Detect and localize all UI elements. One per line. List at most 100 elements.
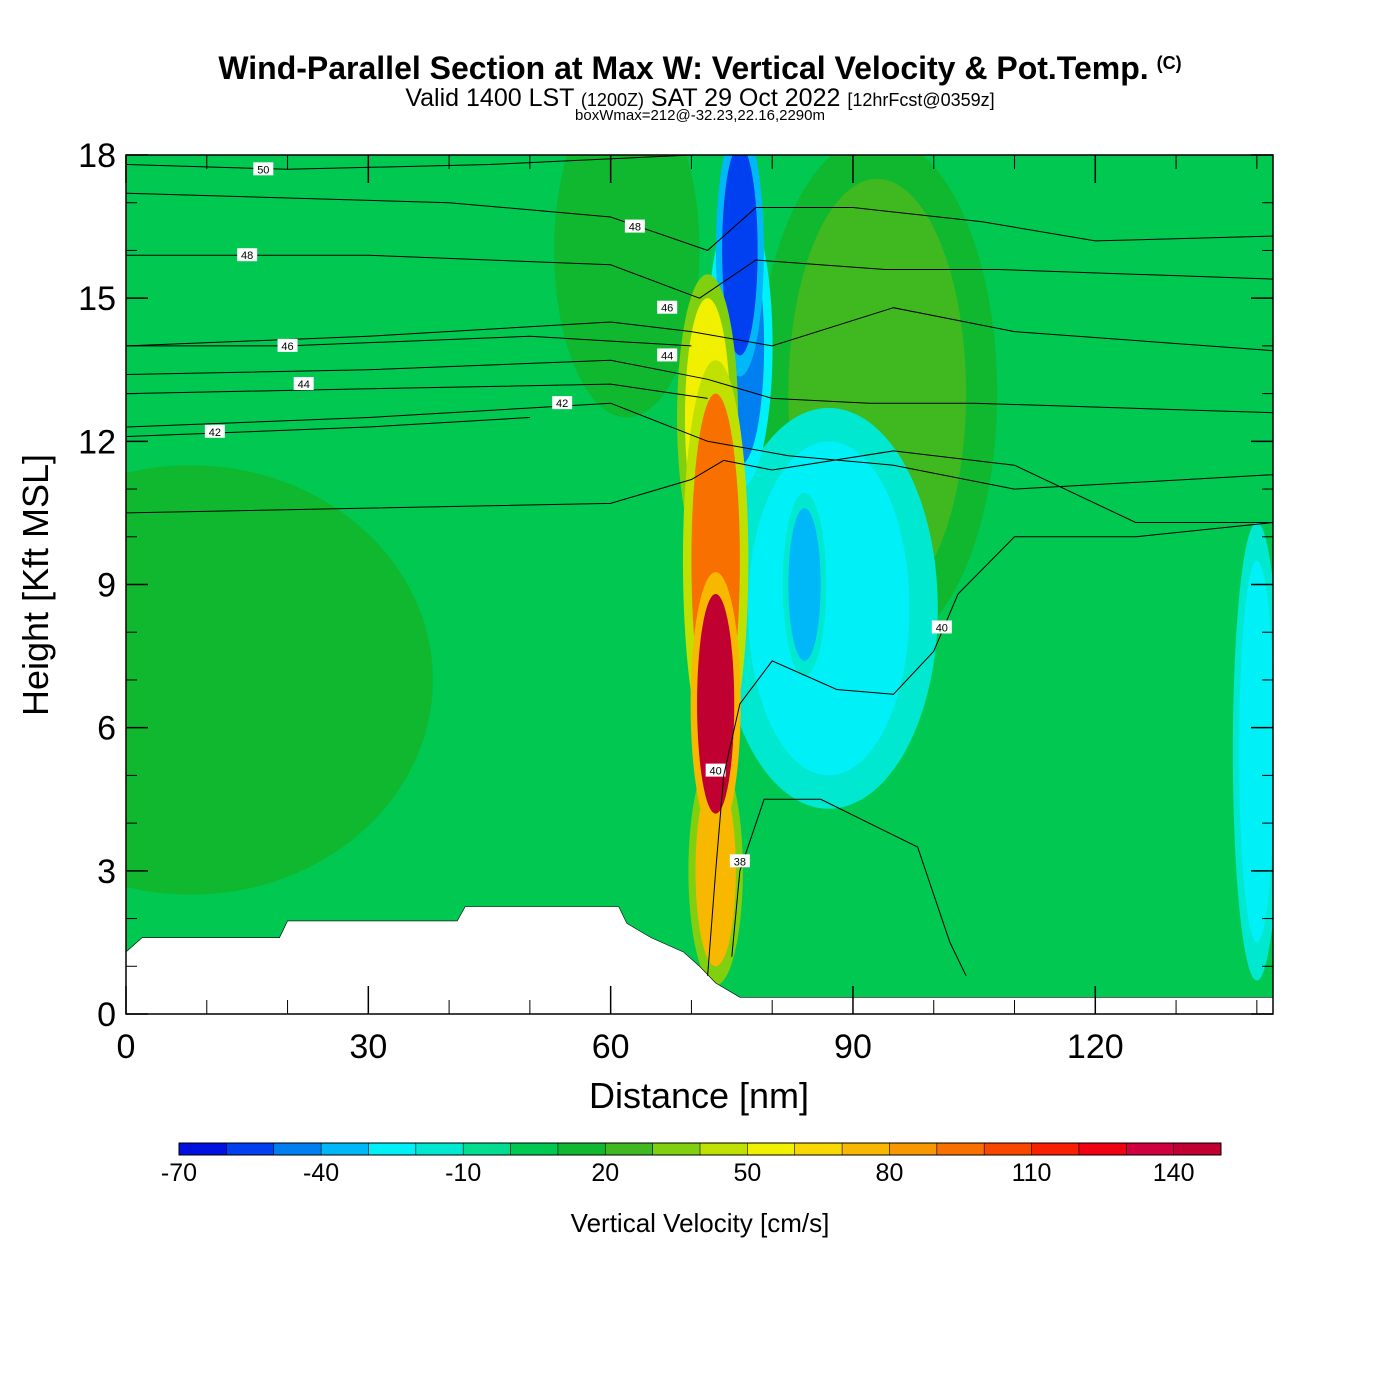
vertical-velocity-field bbox=[126, 155, 1273, 1014]
isentrope-label-text: 50 bbox=[257, 164, 269, 176]
isentrope-label-40-10: 40 bbox=[931, 620, 952, 634]
colorbar-tick-label: 140 bbox=[1153, 1159, 1195, 1187]
valid-utc: (1200Z) bbox=[580, 90, 644, 110]
isentrope-label-bg bbox=[253, 162, 274, 176]
x-axis-title: Distance [nm] bbox=[589, 1075, 809, 1116]
colorbar-tick-label: -70 bbox=[161, 1159, 197, 1187]
potential-temperature-contours: 50 48 48 46 46 44 44 42 42 40 40 38 bbox=[126, 155, 1273, 977]
isentrope-label-text: 38 bbox=[734, 856, 746, 868]
colorbar: -70 -40 -10 20 50 80 110 140 bbox=[161, 1142, 1222, 1187]
y-tick-label: 15 bbox=[78, 280, 116, 318]
isentrope-label-bg bbox=[204, 424, 225, 438]
y-tick-label: 9 bbox=[97, 567, 116, 605]
velocity-feature-downdraft_upper bbox=[722, 155, 758, 356]
box-wmax-info: boxWmax=212@-32.23,22.16,2290m bbox=[575, 107, 825, 124]
isentrope-label-bg bbox=[705, 763, 726, 777]
isentrope-label-bg bbox=[237, 248, 258, 262]
isentrope-label-text: 46 bbox=[281, 341, 293, 353]
isentrope-40-9 bbox=[126, 450, 1273, 523]
colorbar-title: Vertical Velocity [cm/s] bbox=[571, 1208, 830, 1238]
valid-date: SAT 29 Oct 2022 bbox=[650, 84, 841, 112]
isentrope-48-2 bbox=[126, 254, 1273, 299]
colorbar-swatch bbox=[747, 1143, 796, 1155]
colorbar-swatch bbox=[179, 1143, 227, 1155]
y-tick-label: 6 bbox=[97, 710, 116, 748]
colorbar-swatch bbox=[889, 1143, 938, 1155]
chart-title-text: Wind-Parallel Section at Max W: Vertical… bbox=[218, 50, 1149, 86]
isentrope-label-bg bbox=[657, 348, 678, 362]
colorbar-tick-label: -40 bbox=[303, 1159, 339, 1187]
colorbar-swatch bbox=[415, 1143, 464, 1155]
y-tick-label: 18 bbox=[78, 137, 116, 175]
isentrope-40-10 bbox=[707, 522, 1273, 976]
isentrope-label-38-11: 38 bbox=[729, 854, 750, 868]
isentrope-44-6 bbox=[126, 383, 708, 399]
x-tick-label: 90 bbox=[834, 1028, 872, 1066]
isentrope-46-4 bbox=[126, 335, 692, 347]
isentrope-label-text: 42 bbox=[556, 398, 568, 410]
colorbar-swatch bbox=[936, 1143, 985, 1155]
velocity-feature-blue_pocket bbox=[788, 508, 821, 661]
isentrope-label-text: 42 bbox=[209, 427, 221, 439]
isentrope-label-42-8: 42 bbox=[204, 424, 225, 439]
colorbar-tick-label: 110 bbox=[1012, 1159, 1052, 1187]
valid-prefix: Valid 1400 LST bbox=[405, 84, 574, 112]
isentrope-label-40-9: 40 bbox=[705, 763, 726, 778]
terrain bbox=[126, 906, 1273, 1014]
isentrope-label-text: 40 bbox=[710, 766, 722, 778]
isentrope-label-46-4: 46 bbox=[277, 338, 298, 353]
isentrope-label-48-2: 48 bbox=[237, 248, 258, 262]
colorbar-swatch bbox=[510, 1143, 559, 1155]
chart-title: Wind-Parallel Section at Max W: Vertical… bbox=[0, 50, 1400, 87]
colorbar-swatch bbox=[1031, 1143, 1080, 1155]
copyright-mark: (C) bbox=[1156, 53, 1182, 73]
velocity-feature-updraft_core bbox=[697, 594, 735, 814]
isentrope-label-bg bbox=[657, 300, 678, 314]
colorbar-tick-label: 20 bbox=[591, 1159, 619, 1187]
isentrope-label-44-5: 44 bbox=[657, 348, 678, 362]
colorbar-swatch bbox=[984, 1143, 1032, 1155]
isentrope-label-bg bbox=[729, 854, 750, 868]
colorbar-swatch bbox=[273, 1143, 322, 1155]
isentrope-label-48-1: 48 bbox=[624, 219, 645, 234]
x-tick-label: 60 bbox=[592, 1028, 630, 1066]
isentrope-46-3 bbox=[126, 307, 1273, 352]
colorbar-tick-label: 80 bbox=[876, 1159, 904, 1187]
colorbar-swatch bbox=[652, 1143, 701, 1155]
isentrope-label-text: 48 bbox=[241, 250, 253, 262]
isentrope-label-bg bbox=[277, 338, 298, 352]
axes: 0 30 60 90 120 0 3 6 9 12 15 18 bbox=[78, 137, 1273, 1066]
colorbar-tick-label: 50 bbox=[733, 1159, 761, 1187]
isentrope-label-text: 40 bbox=[936, 622, 948, 634]
colorbar-swatch bbox=[557, 1143, 606, 1155]
velocity-feature-right_cyan_band bbox=[1239, 560, 1273, 943]
x-tick-label: 30 bbox=[349, 1028, 387, 1066]
isentrope-label-50-0: 50 bbox=[253, 162, 274, 176]
isentrope-label-text: 48 bbox=[629, 222, 641, 234]
y-axis-title: Height [Kft MSL] bbox=[15, 454, 56, 716]
isentrope-label-text: 44 bbox=[661, 350, 673, 362]
isentrope-label-bg bbox=[552, 396, 573, 410]
isentrope-42-7 bbox=[126, 402, 1273, 490]
x-tick-label: 120 bbox=[1067, 1028, 1124, 1066]
colorbar-swatch bbox=[463, 1143, 511, 1155]
x-tick-label: 0 bbox=[117, 1028, 136, 1066]
isentrope-label-bg bbox=[931, 620, 952, 634]
y-tick-label: 0 bbox=[97, 996, 116, 1034]
isentrope-label-bg bbox=[624, 219, 645, 233]
isentrope-38-11 bbox=[731, 798, 967, 977]
colorbar-swatch bbox=[842, 1143, 890, 1155]
y-tick-label: 3 bbox=[97, 853, 116, 891]
colorbar-tick-label: -10 bbox=[445, 1159, 481, 1187]
colorbar-swatch bbox=[368, 1143, 417, 1155]
colorbar-swatch bbox=[321, 1143, 369, 1155]
velocity-feature-cyan_region bbox=[747, 441, 910, 776]
isentrope-label-text: 44 bbox=[298, 379, 310, 391]
velocity-feature-green_left_low bbox=[126, 465, 433, 895]
forecast-info: [12hrFcst@0359z] bbox=[847, 90, 995, 110]
terrain-mask bbox=[126, 906, 1273, 1014]
colorbar-swatch bbox=[1173, 1143, 1222, 1155]
chart-subtitle: Valid 1400 LST (1200Z) SAT 29 Oct 2022 [… bbox=[0, 84, 1400, 113]
isentrope-label-text: 46 bbox=[661, 303, 673, 315]
